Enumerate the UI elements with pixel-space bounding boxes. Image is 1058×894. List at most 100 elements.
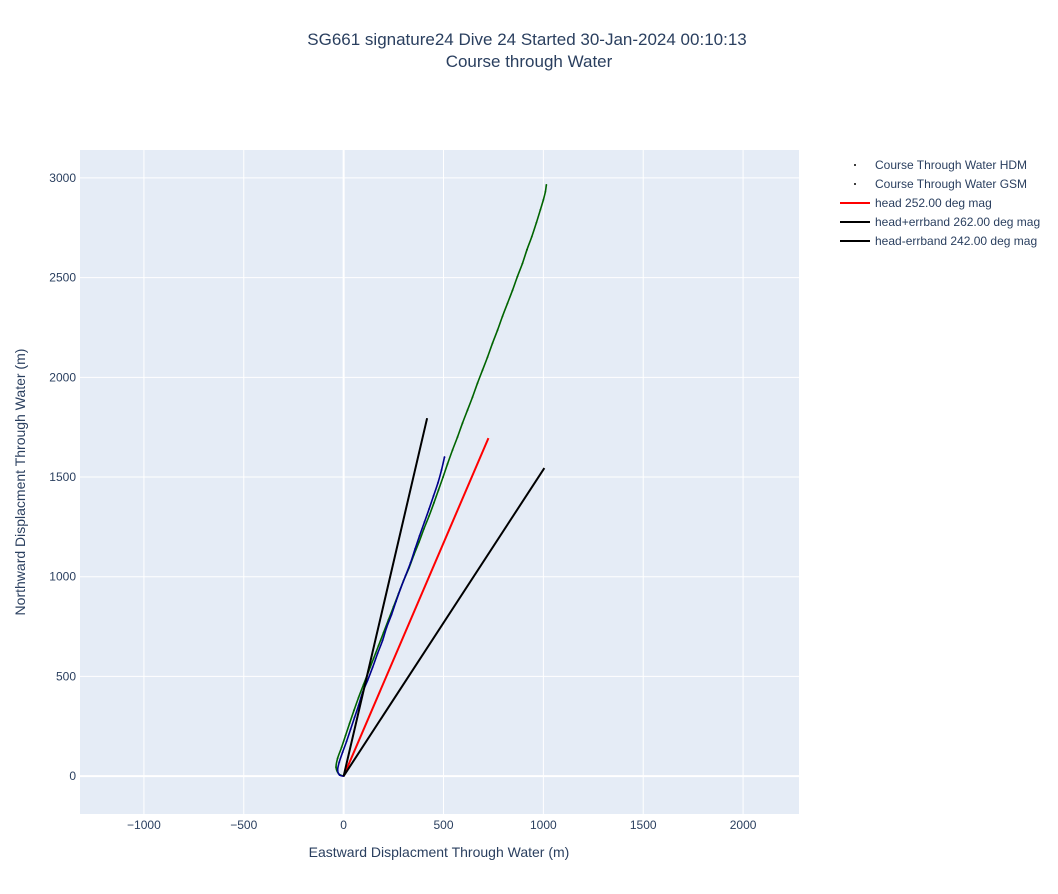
- y-axis-title: Northward Displacment Through Water (m): [12, 349, 28, 616]
- series-1-point: [340, 746, 343, 749]
- series-1-point: [521, 262, 524, 265]
- series-1-point: [542, 198, 545, 201]
- legend-marker: [854, 164, 856, 166]
- y-tick-label: 1000: [49, 570, 76, 584]
- series-1-point: [461, 422, 464, 425]
- series-0-track: [336, 456, 446, 777]
- series-0-point: [399, 587, 402, 590]
- series-0-point: [385, 626, 388, 629]
- legend-label: head-errband 242.00 deg mag: [875, 234, 1037, 248]
- plot-area[interactable]: [80, 150, 799, 814]
- x-axis-ticks: −1000 −500 0 500 1000 1500 2000: [127, 818, 757, 832]
- series-1-point: [516, 275, 519, 278]
- series-1-point: [535, 221, 538, 224]
- series-0-point: [440, 469, 443, 471]
- x-tick-label: 0: [340, 818, 347, 832]
- series-4-line: [342, 467, 546, 777]
- series-1-point: [491, 342, 494, 345]
- series-1-point: [433, 502, 435, 504]
- series-0-point: [428, 508, 431, 510]
- series-0-point: [390, 613, 393, 616]
- series-1-point: [476, 382, 479, 385]
- legend-item[interactable]: head+errband 262.00 deg mag: [840, 215, 1040, 229]
- series-1-point: [496, 329, 499, 332]
- series-1-point: [526, 248, 528, 251]
- x-axis-title: Eastward Displacment Through Water (m): [309, 844, 570, 860]
- y-tick-label: 500: [56, 669, 76, 683]
- series-1-point: [539, 208, 542, 211]
- series-1-point: [348, 722, 351, 725]
- series-2-line: [342, 437, 490, 777]
- x-tick-label: 1000: [530, 818, 557, 832]
- series-1-point: [336, 757, 339, 760]
- legend-marker: [854, 183, 856, 185]
- y-tick-label: 3000: [49, 171, 76, 185]
- series-1-point: [506, 302, 509, 305]
- series-0-point: [443, 456, 446, 458]
- y-tick-label: 2000: [49, 370, 76, 384]
- legend: Course Through Water HDM Course Through W…: [840, 158, 1040, 248]
- series-1-point: [466, 409, 469, 412]
- series-1-point: [545, 183, 548, 186]
- series-0-point: [414, 547, 417, 550]
- series-1-point: [456, 436, 459, 439]
- y-tick-label: 1500: [49, 470, 76, 484]
- y-tick-label: 2500: [49, 271, 76, 285]
- series-1-point: [377, 644, 380, 647]
- x-tick-label: 1500: [630, 818, 657, 832]
- series-1-point: [423, 527, 425, 530]
- series-0-point: [418, 534, 421, 537]
- x-tick-label: 2000: [730, 818, 757, 832]
- grid-lines: [80, 150, 799, 814]
- series-layer: [335, 183, 548, 778]
- series-0-point: [423, 520, 426, 523]
- series-0-point: [338, 761, 341, 764]
- series-1-point: [442, 476, 444, 478]
- x-tick-label: 500: [433, 818, 453, 832]
- series-0-point: [353, 716, 356, 719]
- series-1-point: [353, 709, 355, 712]
- series-1-point: [437, 489, 440, 491]
- series-1-point: [481, 369, 484, 372]
- series-0-point: [395, 600, 397, 603]
- series-1-point: [418, 540, 421, 543]
- legend-label: Course Through Water HDM: [875, 158, 1027, 172]
- legend-item[interactable]: head 252.00 deg mag: [840, 196, 992, 210]
- y-axis-ticks: 0 500 1000 1500 2000 2500 3000: [49, 171, 76, 783]
- series-0-point: [336, 769, 339, 772]
- legend-item[interactable]: head-errband 242.00 deg mag: [840, 234, 1037, 248]
- legend-item[interactable]: Course Through Water HDM: [854, 158, 1027, 172]
- series-0-point: [437, 482, 439, 484]
- series-0-point: [366, 679, 369, 682]
- chart-title-line1: SG661 signature24 Dive 24 Started 30-Jan…: [307, 30, 746, 49]
- series-1-point: [511, 289, 514, 292]
- legend-label: head 252.00 deg mag: [875, 196, 992, 210]
- x-tick-label: −500: [230, 818, 257, 832]
- series-0-point: [376, 652, 379, 655]
- x-tick-label: −1000: [127, 818, 161, 832]
- series-0-point: [381, 639, 384, 642]
- series-1-point: [451, 449, 454, 451]
- series-0-point: [404, 574, 407, 577]
- series-1-point: [486, 356, 489, 359]
- series-0-point: [341, 751, 344, 754]
- series-1-point: [357, 696, 360, 699]
- series-3-line: [342, 417, 429, 777]
- series-0-point: [409, 561, 412, 564]
- series-1-point: [446, 463, 449, 465]
- series-1-point: [372, 657, 375, 660]
- series-1-point: [382, 631, 385, 634]
- series-1-point: [544, 190, 547, 193]
- series-0-point: [338, 774, 341, 777]
- series-0-point: [371, 666, 374, 669]
- legend-item[interactable]: Course Through Water GSM: [854, 177, 1027, 191]
- series-1-point: [344, 734, 347, 737]
- chart-title-line2: Course through Water: [446, 52, 613, 71]
- series-1-point: [428, 514, 431, 517]
- series-0-point: [345, 740, 348, 743]
- series-1-point: [530, 235, 533, 238]
- legend-label: head+errband 262.00 deg mag: [875, 215, 1040, 229]
- series-1-point: [471, 396, 474, 399]
- chart-title: SG661 signature24 Dive 24 Started 30-Jan…: [307, 30, 746, 71]
